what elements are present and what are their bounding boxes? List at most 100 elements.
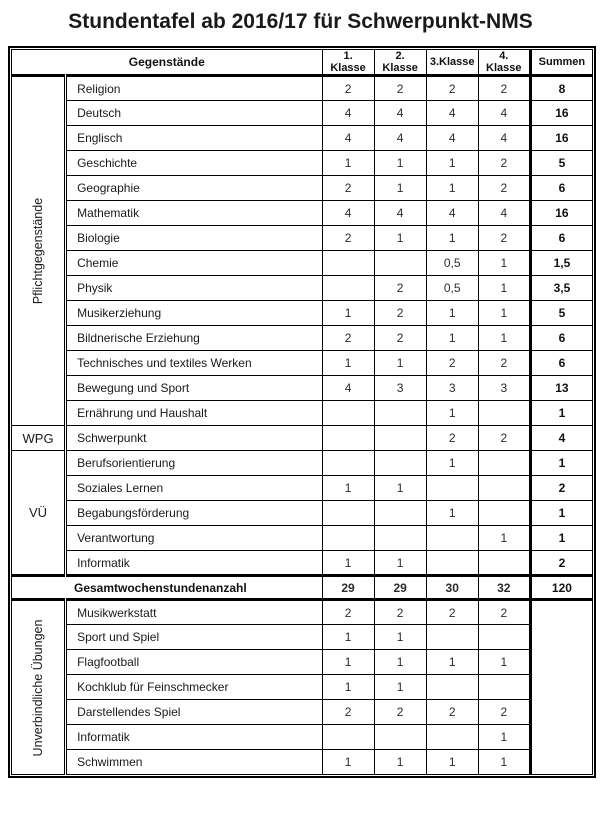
sum-cell: 3,5 — [528, 275, 594, 302]
subject-row: Geographie 2 1 1 2 6 — [12, 175, 594, 202]
value-cell — [321, 724, 375, 751]
value-cell — [477, 674, 531, 701]
subject-cell: Bildnerische Erziehung — [64, 325, 323, 352]
value-cell: 2 — [477, 598, 531, 626]
column-header-gegenstaende: Gegenstände — [11, 49, 323, 78]
value-cell: 1 — [373, 624, 427, 651]
sum-cell: 1 — [528, 525, 594, 552]
value-cell: 2 — [373, 598, 427, 626]
subject-row: WPG Schwerpunkt 2 2 4 — [10, 425, 594, 452]
subject-row: Biologie 2 1 1 2 6 — [12, 225, 594, 252]
value-cell: 1 — [477, 649, 531, 676]
value-cell: 2 — [477, 350, 531, 377]
subject-row: Informatik 1 1 2 — [12, 550, 594, 577]
subject-cell: Musikwerkstatt — [64, 598, 323, 626]
value-cell: 4 — [321, 125, 375, 152]
value-cell: 1 — [425, 649, 479, 676]
sum-cell: 5 — [528, 150, 594, 177]
value-cell — [373, 400, 427, 427]
column-header-summen: Summen — [528, 49, 594, 78]
value-cell: 1 — [477, 250, 531, 277]
value-cell: 0,5 — [425, 250, 479, 277]
sum-cell: 6 — [528, 225, 594, 252]
subject-cell: Verantwortung — [64, 525, 323, 552]
subject-cell: Geographie — [64, 175, 323, 202]
total-value-cell: 29 — [321, 574, 375, 602]
value-cell: 2 — [425, 75, 479, 102]
value-cell: 4 — [373, 125, 427, 152]
value-cell — [477, 400, 531, 427]
value-cell: 2 — [477, 425, 531, 452]
value-cell: 1 — [321, 350, 375, 377]
value-cell: 4 — [373, 200, 427, 227]
column-header-klasse-2: 2. Klasse — [373, 49, 427, 78]
value-cell — [425, 525, 479, 552]
subject-cell: Berufsorientierung — [64, 450, 323, 477]
stundentafel-table: Gegenstände 1. Klasse 2. Klasse 3.Klasse… — [8, 46, 596, 779]
value-cell: 1 — [321, 550, 375, 577]
value-cell: 1 — [425, 225, 479, 252]
value-cell: 1 — [373, 175, 427, 202]
value-cell — [373, 724, 427, 751]
subject-cell: Kochklub für Feinschmecker — [64, 674, 323, 701]
value-cell — [477, 475, 531, 502]
value-cell — [477, 624, 531, 651]
subject-cell: Sport und Spiel — [64, 624, 323, 651]
value-cell: 2 — [321, 75, 375, 102]
value-cell: 1 — [425, 175, 479, 202]
value-cell: 1 — [425, 400, 479, 427]
value-cell: 2 — [373, 75, 427, 102]
value-cell: 1 — [425, 325, 479, 352]
value-cell: 2 — [477, 150, 531, 177]
subject-cell: Musikerziehung — [64, 300, 323, 327]
value-cell: 1 — [425, 300, 479, 327]
value-cell: 4 — [321, 375, 375, 402]
subject-cell: Informatik — [64, 724, 323, 751]
value-cell: 3 — [373, 375, 427, 402]
subject-cell: Informatik — [64, 550, 323, 577]
subject-cell: Darstellendes Spiel — [64, 699, 323, 726]
value-cell: 3 — [477, 375, 531, 402]
subject-row: Soziales Lernen 1 1 2 — [12, 475, 594, 502]
value-cell — [425, 674, 479, 701]
value-cell: 1 — [321, 300, 375, 327]
value-cell: 2 — [425, 699, 479, 726]
subject-row: Informatik 1 — [12, 724, 593, 751]
table-body: Pflichtgegenstände Religion 2 2 2 2 8 Deutsch 4 4… — [10, 75, 594, 776]
group-label-text: Unverbindliche Übungen — [31, 619, 46, 757]
subject-cell: Mathematik — [64, 200, 323, 227]
column-header-klasse-4: 4. Klasse — [477, 49, 531, 78]
value-cell: 2 — [425, 425, 479, 452]
curriculum-table: Gegenstände 1. Klasse 2. Klasse 3.Klasse… — [10, 49, 594, 776]
sum-cell: 16 — [528, 125, 594, 152]
value-cell — [321, 400, 375, 427]
value-cell: 1 — [321, 624, 375, 651]
subject-cell: Schwimmen — [64, 749, 323, 776]
value-cell: 4 — [425, 125, 479, 152]
subject-row: Pflichtgegenstände Religion 2 2 2 2 8 — [10, 75, 594, 427]
value-cell: 4 — [373, 100, 427, 127]
value-cell: 2 — [477, 225, 531, 252]
total-value-cell: 30 — [425, 574, 479, 602]
value-cell — [321, 275, 375, 302]
sum-cell: 5 — [528, 300, 594, 327]
subject-cell: Chemie — [64, 250, 323, 277]
subject-cell: Ernährung und Haushalt — [64, 400, 323, 427]
subject-cell: Englisch — [64, 125, 323, 152]
sum-cell: 8 — [528, 75, 594, 102]
value-cell — [373, 450, 427, 477]
subject-row: Technisches und textiles Werken 1 1 2 2 6 — [12, 350, 594, 377]
value-cell: 4 — [477, 200, 531, 227]
value-cell: 3 — [425, 375, 479, 402]
group-label-pflichtgegenstaende: Pflichtgegenstände — [10, 75, 67, 427]
subject-row: Bildnerische Erziehung 2 2 1 1 6 — [12, 325, 594, 352]
value-cell: 1 — [477, 749, 531, 776]
value-cell — [321, 250, 375, 277]
value-cell — [425, 550, 479, 577]
value-cell: 1 — [373, 749, 427, 776]
value-cell: 2 — [477, 699, 531, 726]
subject-row: VÜ Berufsorientierung 1 1 — [10, 450, 594, 577]
group-label-vue: VÜ — [10, 450, 67, 577]
sum-cell: 6 — [528, 350, 594, 377]
subject-row: Bewegung und Sport 4 3 3 3 13 — [12, 375, 594, 402]
